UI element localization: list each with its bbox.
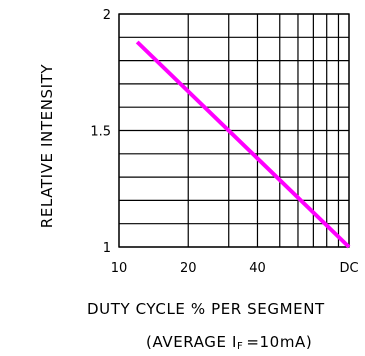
x-tick-label: DC	[339, 261, 358, 276]
y-tick-label: 1	[103, 241, 111, 256]
x-tick-label: 40	[249, 261, 266, 276]
series-line	[135, 40, 351, 249]
x-tick-label: 10	[111, 261, 128, 276]
y-axis-label: RELATIVE INTENSITY	[38, 64, 56, 229]
x-axis-note-suffix: =10mA)	[246, 333, 313, 351]
tick-labels: 10 20 40 DC 2 1.5 1	[90, 8, 358, 276]
x-axis-note-subscript: F	[237, 341, 244, 352]
plot-frame	[118, 13, 350, 248]
y-tick-label: 2	[103, 8, 111, 23]
series	[135, 40, 351, 249]
x-tick-label: 20	[180, 261, 197, 276]
y-tick-label: 1.5	[90, 125, 111, 140]
grid	[118, 13, 350, 248]
x-axis-note: (AVERAGE IF =10mA)	[146, 333, 312, 352]
x-axis-note-prefix: (AVERAGE I	[146, 333, 237, 351]
x-axis-label: DUTY CYCLE % PER SEGMENT	[87, 300, 325, 318]
